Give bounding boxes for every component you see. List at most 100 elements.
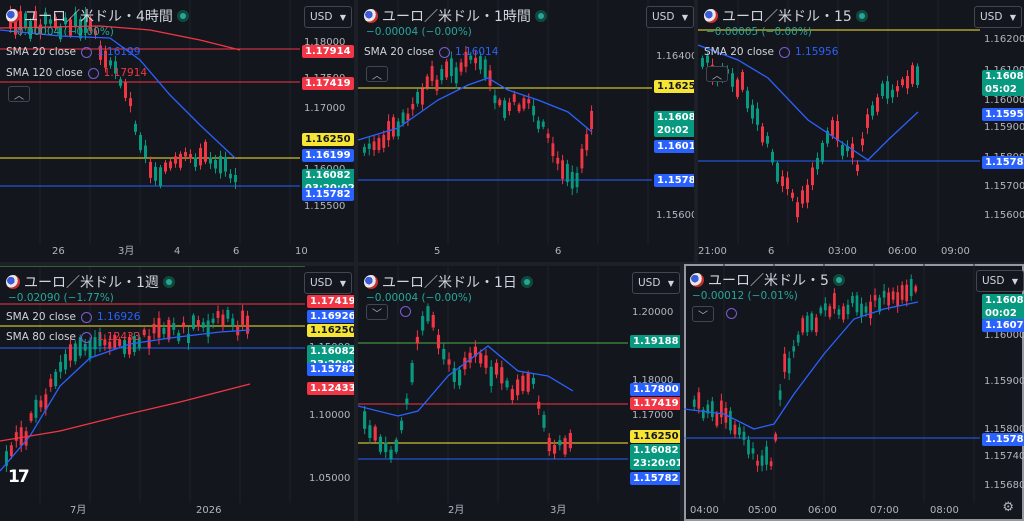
candle <box>503 100 507 118</box>
expand-legend-button[interactable]: ﹀ <box>692 306 714 322</box>
candle <box>861 138 864 146</box>
candle <box>542 414 546 428</box>
price-label: 1.12433 <box>307 382 354 395</box>
price-axis-tick: 1.15900 <box>984 376 1024 387</box>
chart-canvas[interactable] <box>358 266 680 521</box>
candle <box>134 123 137 132</box>
indicator-settings-icon[interactable] <box>400 306 411 317</box>
sma-line <box>358 345 574 417</box>
price-change: −0.00004 (−0.00%) <box>366 26 472 38</box>
candle <box>585 134 589 151</box>
candle <box>776 162 779 182</box>
currency-label: USD <box>638 277 661 289</box>
price-change: −0.00012 (−0.01%) <box>692 290 798 302</box>
currency-select[interactable]: USD ▼ <box>974 6 1022 28</box>
gear-icon[interactable]: ⚙ <box>1002 500 1014 515</box>
currency-label: USD <box>652 11 675 23</box>
indicator-settings-icon[interactable] <box>81 46 92 58</box>
candle <box>224 156 227 172</box>
indicator-legend[interactable]: SMA 20 close 1.16199 <box>6 46 140 58</box>
chart-canvas[interactable] <box>0 266 354 521</box>
candle <box>219 155 222 174</box>
chart-panel-15m[interactable]: ユーロ／米ドル・15 −0.00005 (−0.00%) SMA 20 close 1… <box>698 0 1024 262</box>
indicator-value: 1.16199 <box>97 46 141 58</box>
candle <box>565 163 569 183</box>
chart-panel-5m[interactable]: ユーロ／米ドル・5 −0.00012 (−0.01%) ﹀ USD ▼ 1.16000 1.… <box>684 264 1024 521</box>
currency-select[interactable]: USD ▼ <box>646 6 694 28</box>
chart-panel-1w[interactable]: ユーロ／米ドル・1週 −0.02090 (−1.77%) SMA 20 close 1… <box>0 266 354 521</box>
candle <box>741 71 744 90</box>
candle <box>14 432 18 441</box>
candle <box>44 12 47 25</box>
currency-select[interactable]: USD ▼ <box>304 272 352 294</box>
candle <box>590 110 594 130</box>
indicator-legend[interactable]: SMA 80 close 1.12433 <box>6 331 140 343</box>
candle <box>34 399 38 418</box>
symbol-title: ユーロ／米ドル・1週 <box>24 275 159 291</box>
candle <box>836 121 839 141</box>
symbol-header[interactable]: ユーロ／米ドル・1日 <box>364 272 533 292</box>
chart-canvas[interactable] <box>698 0 1024 262</box>
price-axis-tick: 1.18000 <box>632 375 674 386</box>
indicator-legend[interactable]: SMA 20 close 1.16014 <box>364 46 498 58</box>
candle <box>715 413 719 426</box>
indicator-legend[interactable]: SMA 20 close 1.16926 <box>6 311 140 323</box>
symbol-header[interactable]: ユーロ／米ドル・15 <box>704 6 868 26</box>
candle <box>436 334 441 349</box>
price-axis-tick: 1.15680 <box>984 480 1024 491</box>
chart-panel-1d[interactable]: ユーロ／米ドル・1日 −0.00004 (−0.00%) ﹀ USD ▼ 1.20000 1… <box>358 266 680 521</box>
indicator-value: 1.16926 <box>97 311 141 323</box>
currency-select[interactable]: USD ▼ <box>304 6 352 28</box>
candle <box>876 97 879 112</box>
price-label: 1.15782 <box>982 156 1024 169</box>
candle <box>806 184 809 203</box>
currency-select[interactable]: USD ▼ <box>632 272 680 294</box>
indicator-settings-icon[interactable] <box>439 46 450 58</box>
price-axis-tick: 1.16000 <box>984 330 1024 341</box>
chart-panel-1h[interactable]: ユーロ／米ドル・1時間 −0.00004 (−0.00%) SMA 20 close… <box>358 0 694 262</box>
indicator-legend[interactable]: SMA 20 close 1.15956 <box>704 46 838 58</box>
candle <box>546 133 550 139</box>
indicator-settings-icon[interactable] <box>726 308 737 319</box>
collapse-legend-button[interactable]: ︿ <box>366 66 388 82</box>
indicator-label: SMA 20 close <box>364 46 434 58</box>
candle <box>701 409 705 419</box>
candle <box>570 171 574 189</box>
candle <box>39 400 43 408</box>
collapse-legend-button[interactable]: ︿ <box>706 66 728 82</box>
candle <box>147 335 151 349</box>
currency-select[interactable]: USD ▼ <box>976 270 1024 292</box>
time-axis-tick: 03:00 <box>828 246 857 257</box>
candle <box>194 157 197 167</box>
chart-canvas[interactable] <box>358 0 694 262</box>
indicator-settings-icon[interactable] <box>81 331 92 343</box>
price-axis-tick: 1.16400 <box>656 51 694 62</box>
indicator-settings-icon[interactable] <box>81 311 92 323</box>
indicator-value: 1.16014 <box>455 46 499 58</box>
tradingview-logo-icon[interactable]: 17 <box>8 467 30 487</box>
collapse-legend-button[interactable]: ︿ <box>8 86 30 102</box>
candle <box>144 145 147 158</box>
candle <box>774 433 777 441</box>
currency-label: USD <box>982 275 1005 287</box>
indicator-settings-icon[interactable] <box>87 67 99 79</box>
candle <box>787 358 791 374</box>
candle <box>221 314 225 326</box>
candle <box>49 378 53 387</box>
chart-panel-4h[interactable]: ユーロ／米ドル・4時間 −0.00004 (−0.00%) SMA 20 close… <box>0 0 354 262</box>
symbol-header[interactable]: ユーロ／米ドル・5 <box>690 270 845 290</box>
indicator-settings-icon[interactable] <box>779 46 790 58</box>
symbol-header[interactable]: ユーロ／米ドル・4時間 <box>6 6 189 26</box>
indicator-legend[interactable]: SMA 120 close 1.17914 <box>6 67 147 79</box>
symbol-header[interactable]: ユーロ／米ドル・1週 <box>6 272 175 292</box>
candle <box>512 94 516 102</box>
candle <box>24 431 28 446</box>
chart-canvas[interactable] <box>0 0 354 262</box>
candle <box>860 303 863 317</box>
eurusd-flag-icon <box>704 9 718 23</box>
expand-legend-button[interactable]: ﹀ <box>366 304 388 320</box>
candle <box>783 353 787 372</box>
symbol-header[interactable]: ユーロ／米ドル・1時間 <box>364 6 547 26</box>
chart-canvas[interactable] <box>684 264 1024 521</box>
candle <box>373 426 377 441</box>
